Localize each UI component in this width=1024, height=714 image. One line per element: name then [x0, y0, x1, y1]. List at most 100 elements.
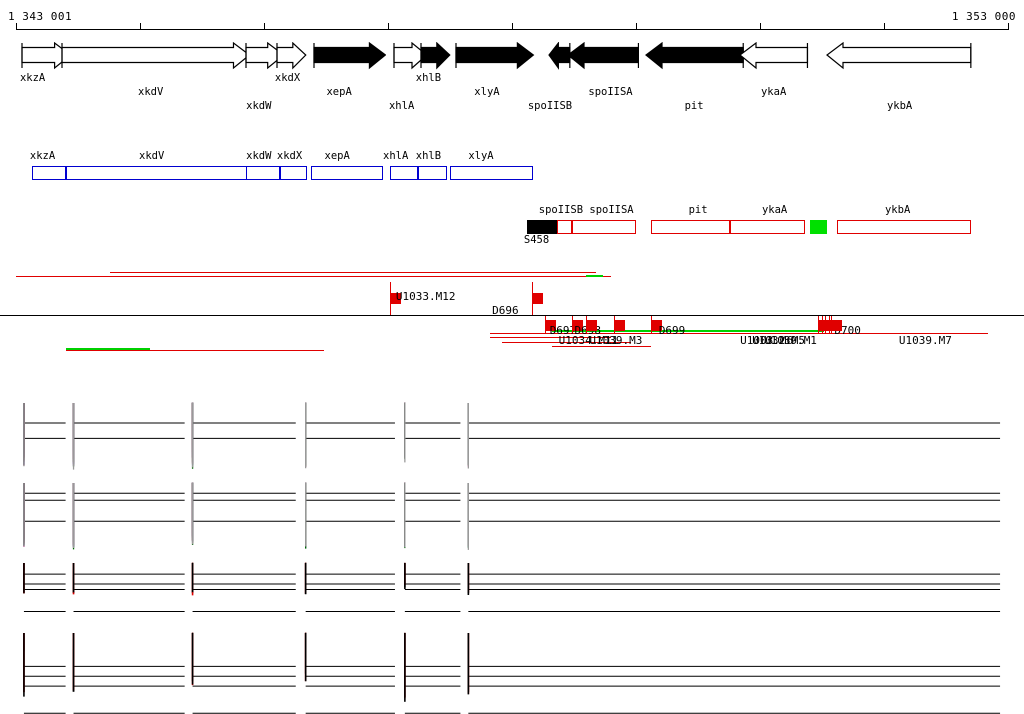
marker-flag-D699[interactable]	[650, 270, 663, 365]
marker-span-line-green	[586, 275, 604, 277]
gene-arrow-xkdX[interactable]	[276, 42, 307, 70]
red-feature-track: S458 spoIISB spoIISA pit ykaA ykbA	[0, 204, 1024, 246]
blue-feature-box[interactable]	[310, 166, 384, 180]
ruler-tick	[388, 23, 389, 30]
marker-span-line-green	[65, 348, 150, 350]
gene-label-xhlA: xhlA	[388, 100, 415, 112]
marker-flag-U1034.M11[interactable]	[586, 270, 598, 365]
marker-span-line	[110, 272, 597, 273]
marker-flag-D697[interactable]	[544, 270, 557, 365]
blue-feature-label: xepA	[324, 150, 350, 162]
gene-arrow-xhlA[interactable]	[393, 42, 428, 70]
expression-profile-bw-2	[0, 632, 1024, 714]
marker-banner	[544, 320, 556, 331]
blue-feature-label: xhlA	[383, 150, 409, 162]
gene-label-pit: pit	[684, 100, 704, 112]
ruler-tick	[512, 23, 513, 30]
gene-arrow-track: xkzA xkdV xkdW xkdX xepA xhlA xhlB xlyA spoIISB s…	[0, 42, 1024, 134]
marker-span-line-green	[551, 330, 825, 332]
gene-arrow-ykbA[interactable]	[826, 42, 972, 70]
blue-feature-label: xhlB	[415, 150, 442, 162]
gene-label-xepA: xepA	[326, 86, 352, 98]
blue-feature-box[interactable]	[31, 166, 66, 180]
gene-label-xkdW: xkdW	[246, 100, 272, 112]
ruler-tick	[264, 23, 265, 30]
marker-banner	[571, 320, 583, 331]
blue-feature-label: xkdW	[246, 150, 272, 162]
gene-label-xhlB: xhlB	[415, 72, 442, 84]
blue-feature-box[interactable]	[450, 166, 533, 180]
marker-label-U1039.M3: U1039.M3	[589, 334, 643, 347]
blue-feature-box[interactable]	[389, 166, 418, 180]
blue-feature-box[interactable]	[417, 166, 447, 180]
ruler-tick	[1008, 23, 1009, 30]
blue-feature-box[interactable]	[246, 166, 280, 180]
gene-arrow-xkdV[interactable]	[61, 42, 251, 70]
gene-arrow-spoIISA[interactable]	[566, 42, 639, 70]
marker-span-line	[490, 337, 612, 338]
marker-span-line	[502, 342, 632, 343]
marker-label-U1032.M5: U1032.M5	[752, 334, 806, 347]
ruler-tick	[884, 23, 885, 30]
red-feature-label: ykbA	[884, 204, 911, 216]
expression-profile-multicolor-2	[0, 482, 1024, 552]
expression-profile-bw-2-canvas	[23, 632, 1001, 714]
marker-flag-D696[interactable]	[531, 270, 544, 365]
ruler-coordinate-left: 1 343 001	[8, 10, 73, 23]
gene-label-xlyA: xlyA	[474, 86, 500, 98]
marker-flag-U1039.M7[interactable]	[831, 270, 843, 365]
gene-label-spoIISB: spoIISB	[527, 100, 573, 112]
blue-feature-box[interactable]	[279, 166, 307, 180]
red-feature-label: pit	[688, 204, 708, 216]
marker-label-U1003.M6: U1003.M6	[740, 334, 794, 347]
gene-label-xkdV: xkdV	[138, 86, 164, 98]
marker-label-U1033.M12: U1033.M12	[395, 290, 456, 303]
blue-feature-label: xkzA	[29, 150, 56, 162]
gene-label-spoIISA: spoIISA	[588, 86, 633, 98]
gene-arrow-xkdW[interactable]	[245, 42, 285, 70]
gene-arrow-xepA[interactable]	[312, 42, 386, 70]
marker-label-D696: D696	[492, 304, 519, 317]
red-feature-box[interactable]	[571, 220, 636, 234]
red-feature-box[interactable]	[650, 220, 731, 234]
ruler-tick	[760, 23, 761, 30]
marker-banner	[650, 320, 662, 331]
marker-flag-U1039.M3[interactable]	[614, 270, 626, 365]
expression-profile-multicolor-2-canvas	[23, 482, 1001, 550]
marker-banner	[831, 320, 843, 331]
marker-banner	[586, 320, 598, 331]
expression-profile-multicolor-1-canvas	[23, 402, 1001, 470]
operon-marker-track: U1033.M12D696D697D698U1034.M11U1039.M3D6…	[0, 270, 1024, 365]
marker-label-D697: D697	[549, 324, 577, 337]
marker-banner	[614, 320, 626, 331]
marker-label-U1034.M11: U1034.M11	[558, 334, 619, 347]
marker-baseline	[0, 315, 1024, 316]
marker-banner	[531, 293, 543, 304]
red-feature-label: ykaA	[761, 204, 788, 216]
marker-span-line	[551, 346, 651, 347]
blue-feature-label: xkdX	[276, 150, 303, 162]
blue-feature-label: xlyA	[468, 150, 494, 162]
red-feature-box[interactable]	[526, 220, 557, 234]
red-feature-label: spoIISB	[538, 204, 584, 216]
ruler-ticks	[0, 0, 1024, 40]
red-feature-box[interactable]	[730, 220, 805, 234]
blue-feature-label: xkdV	[139, 150, 165, 162]
marker-banner	[389, 293, 401, 304]
marker-label-U1039.M1: U1039.M1	[763, 334, 817, 347]
gene-label-ykbA: ykbA	[886, 100, 913, 112]
gene-label-ykaA: ykaA	[760, 86, 787, 98]
gene-arrow-xhlB[interactable]	[420, 42, 451, 70]
marker-flag-U1033.M12[interactable]	[389, 270, 402, 365]
red-feature-box[interactable]	[556, 220, 572, 234]
red-feature-box[interactable]	[837, 220, 972, 234]
red-feature-label: spoIISA	[589, 204, 634, 216]
gene-label-xkdX: xkdX	[274, 72, 301, 84]
marker-flag-D698[interactable]	[571, 270, 584, 365]
marker-span-line	[490, 333, 989, 334]
gene-arrow-ykaA[interactable]	[739, 42, 809, 70]
gene-arrow-xlyA[interactable]	[455, 42, 535, 70]
marker-span-line	[16, 276, 612, 277]
red-feature-box[interactable]	[809, 220, 828, 234]
gene-arrow-pit[interactable]	[644, 42, 744, 70]
